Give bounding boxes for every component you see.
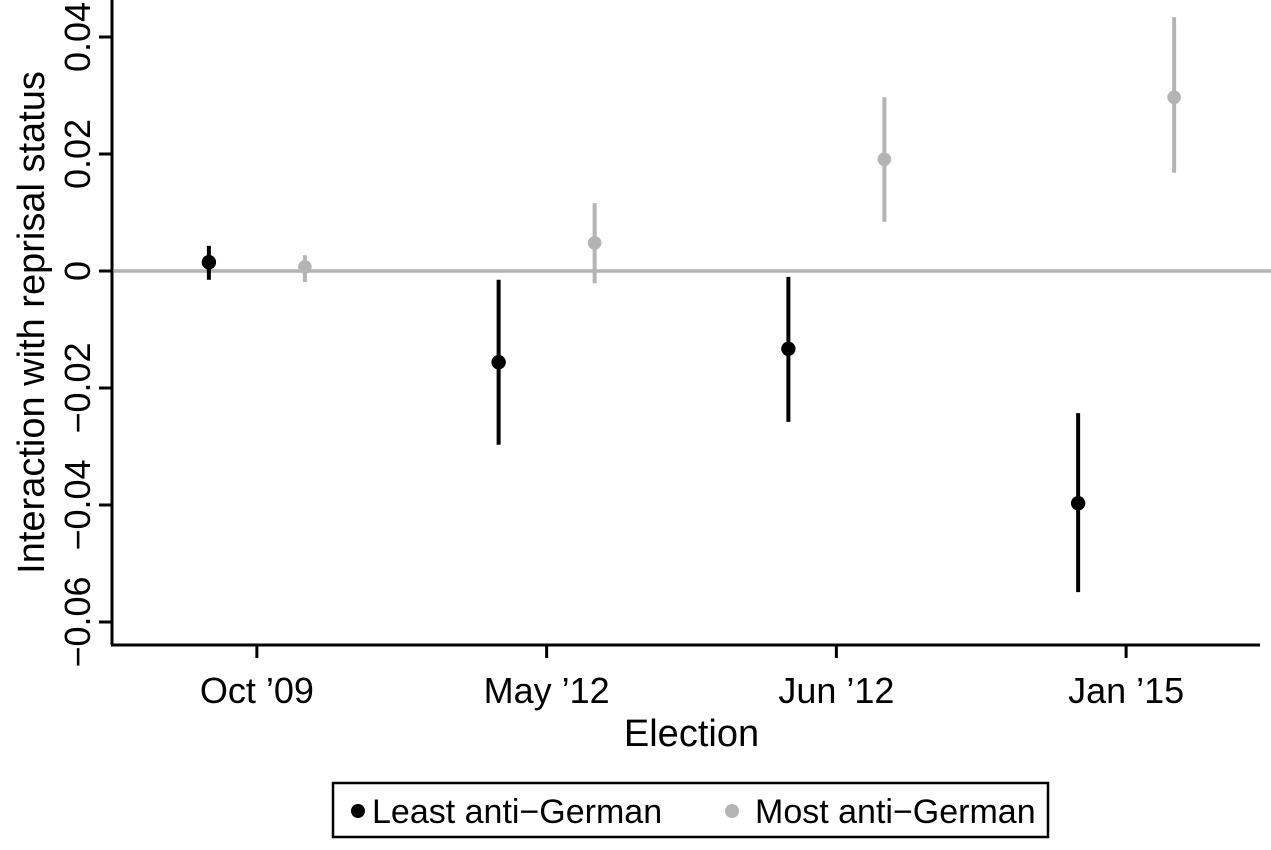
estimate-point-s1-c1: [587, 236, 602, 250]
legend-label-1: Most anti−German: [755, 793, 1036, 831]
estimate-point-s1-c0: [298, 260, 312, 274]
x-tick-label: May ’12: [484, 670, 610, 711]
legend-marker-1: [725, 804, 739, 818]
y-tick-label: −0.04: [57, 459, 98, 550]
y-tick-label: −0.02: [57, 342, 98, 433]
legend-label-0: Least anti−German: [372, 793, 662, 831]
y-axis-title: Interaction with reprisal status: [11, 71, 53, 574]
estimate-point-s1-c2: [877, 152, 892, 167]
estimate-point-s1-c3: [1167, 90, 1181, 105]
x-tick-label: Jan ’15: [1068, 670, 1184, 711]
estimate-point-s0-c2: [781, 341, 796, 357]
x-axis-title: Election: [624, 713, 759, 755]
estimate-point-s0-c1: [491, 355, 506, 370]
y-tick-label: 0.04: [57, 2, 98, 72]
axes-layer: 0.04 0.02 0 −0.02 −0.04 −0.06 Oct ’09 May ’12 Ju…: [57, 0, 1260, 711]
y-tick-label: 0.02: [57, 119, 98, 189]
legend-marker-0: [351, 804, 365, 818]
y-tick-label: 0: [57, 261, 98, 281]
x-tick-label: Oct ’09: [200, 670, 314, 711]
y-tick-label: −0.06: [57, 576, 98, 667]
series-layer: [201, 17, 1181, 593]
x-tick-label: Jun ’12: [778, 670, 894, 711]
legend-layer: Least anti−German Most anti−German: [331, 781, 1050, 839]
axis-titles-layer: Election Interaction with reprisal status: [11, 71, 759, 755]
estimate-point-s0-c0: [201, 255, 217, 270]
estimate-point-s0-c3: [1070, 496, 1086, 511]
legend-box: [331, 781, 1050, 839]
